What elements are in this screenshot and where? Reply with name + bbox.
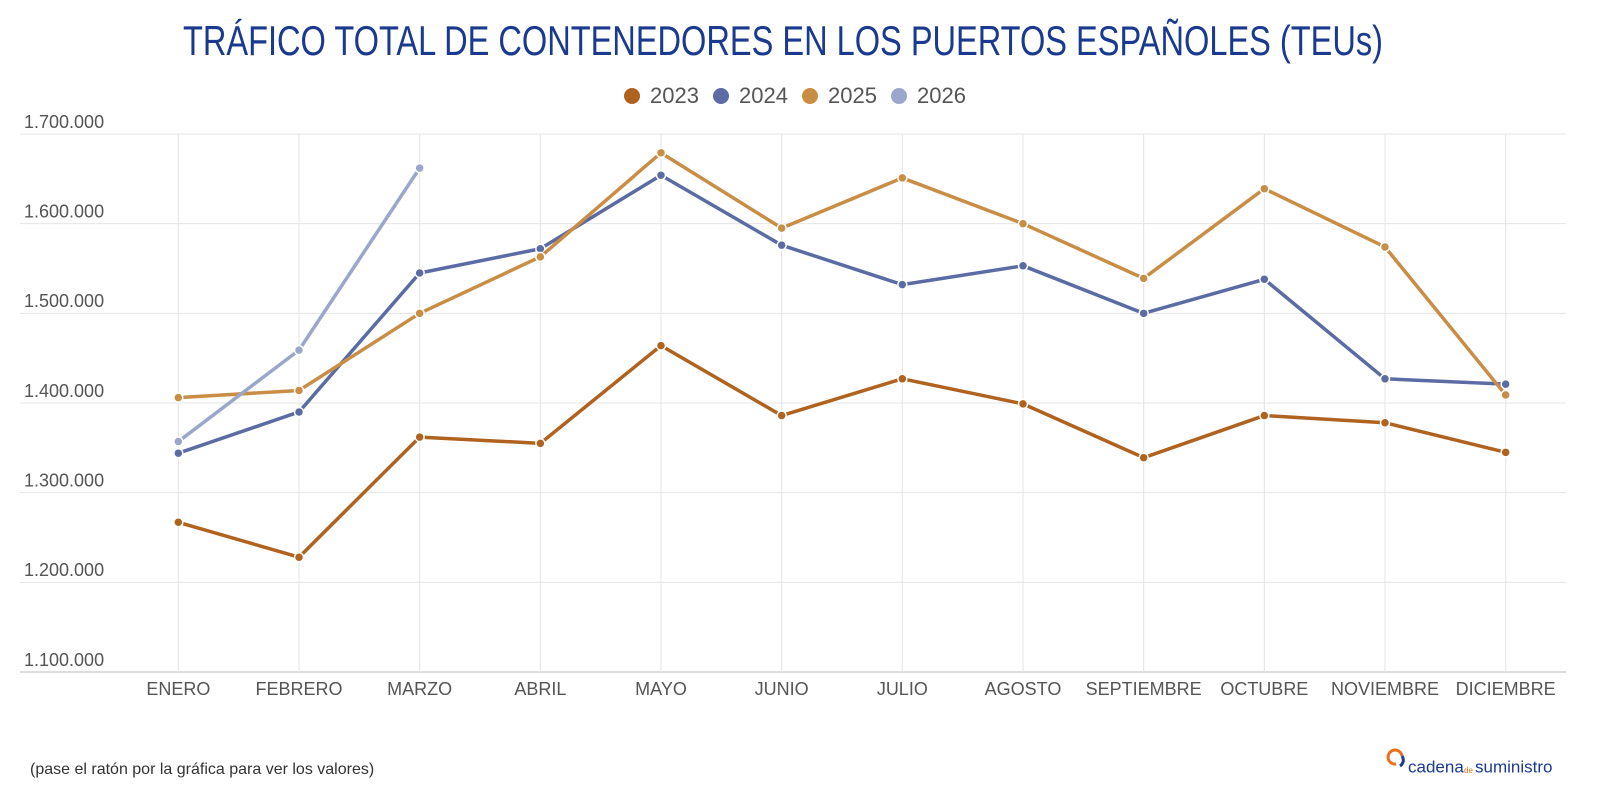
point [776,222,787,234]
point [293,551,305,563]
x-tick-label: ENERO [146,679,210,699]
x-tick-label: ABRIL [514,679,566,699]
point [1500,447,1511,458]
series-line [178,151,1508,400]
x-tick-label: AGOSTO [985,679,1062,699]
legend-marker [891,88,907,104]
point [1500,378,1511,390]
point [1017,260,1029,272]
point [1017,218,1029,229]
point [173,392,184,403]
point [897,279,908,290]
point [535,251,546,263]
x-tick-label: SEPTIEMBRE [1086,679,1202,699]
point [1138,273,1149,284]
point [1379,417,1391,428]
point [897,172,908,184]
x-tick-label: DICIEMBRE [1456,679,1556,699]
logo-icon [1399,755,1405,768]
point [535,438,546,449]
legend-marker [802,88,818,104]
point [173,447,184,459]
point [655,147,667,159]
y-tick-label: 1.700.000 [24,112,104,132]
y-tick-label: 1.300.000 [24,470,104,490]
series-line [177,173,1506,455]
y-tick-label: 1.600.000 [24,201,104,221]
x-tick-label: JUNIO [755,679,809,699]
logo-text: de [1464,766,1473,775]
logo-text: suministro [1475,757,1552,776]
point [776,239,787,251]
point [1138,452,1149,463]
point [1259,274,1270,285]
legend-label: 2023 [650,83,699,108]
legend-label: 2024 [739,83,788,108]
point [293,385,305,396]
note: (pase el ratón por la gráfica para ver l… [30,761,374,778]
x-tick-label: JULIO [877,679,928,699]
x-tick-label: MAYO [635,679,687,699]
logo-icon [1386,748,1404,766]
series-line [177,343,1507,559]
point [293,406,305,418]
point [414,162,425,174]
point [655,340,667,351]
x-tick-label: FEBRERO [255,679,342,699]
logo-text: cadena [1408,757,1464,776]
legend-marker [624,88,640,104]
legend-label: 2025 [828,83,877,108]
point [1379,373,1391,385]
point [1017,398,1029,410]
point [173,436,184,447]
point [776,410,787,421]
point [414,267,425,279]
point [414,308,425,319]
y-tick-label: 1.400.000 [24,381,104,401]
point [1379,241,1391,253]
point [1259,183,1270,194]
legend: 2023 2024 2025 2026 [624,83,966,108]
point [173,517,184,528]
x-tick-label: MARZO [387,679,452,699]
point [293,344,305,356]
chart-title: TRÁFICO TOTAL DE CONTENEDORES EN LOS PUE… [183,17,1383,64]
point [1259,410,1270,421]
legend-marker [713,88,729,104]
point [655,169,667,181]
logo: cadena de suministro [1386,748,1552,776]
point [1500,389,1511,401]
x-tick-label: OCTUBRE [1220,679,1308,699]
legend-label: 2026 [917,83,966,108]
y-tick-label: 1.500.000 [24,291,104,311]
x-tick-label: NOVIEMBRE [1331,679,1439,699]
point [414,431,425,443]
point [897,373,908,385]
y-tick-label: 1.100.000 [24,650,104,670]
point [1138,308,1149,319]
y-tick-label: 1.200.000 [24,560,104,580]
